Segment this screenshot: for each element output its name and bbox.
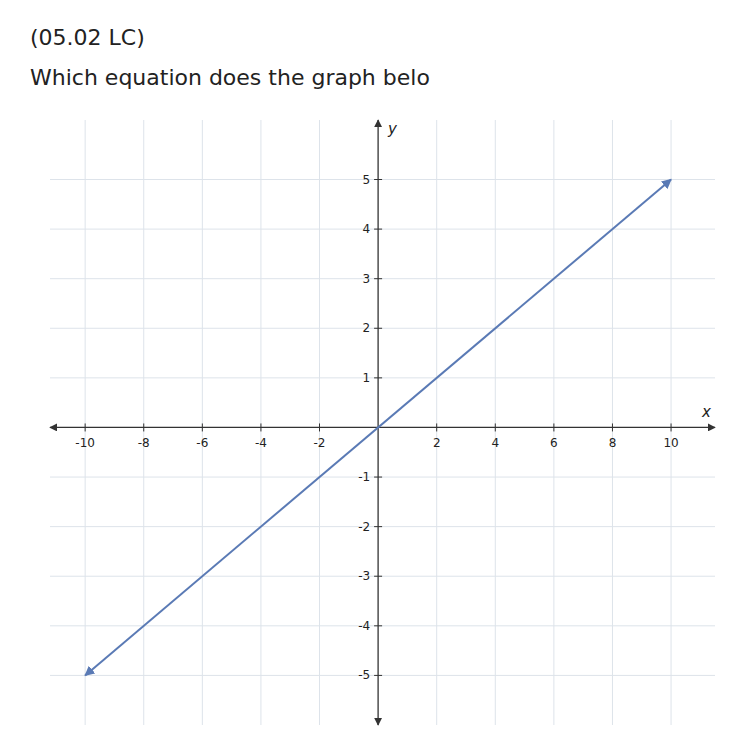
y-tick-label: 5	[362, 173, 370, 187]
y-tick-label: 4	[362, 222, 370, 236]
y-tick	[374, 278, 382, 279]
axes: -10 -8 -6 -4 -2 2 4 6 8 10 -5 -4 -3 -2 -1 1 2 3 4 5	[50, 120, 715, 725]
x-tick-label: -8	[138, 436, 150, 450]
y-tick	[374, 179, 382, 180]
grid-line-y	[50, 229, 715, 230]
y-tick	[374, 377, 382, 378]
x-tick-label: 2	[433, 436, 441, 450]
y-tick	[374, 576, 382, 577]
x-tick-label: -6	[196, 436, 208, 450]
grid	[50, 120, 715, 725]
y-tick-label: -1	[358, 470, 370, 484]
x-axis	[50, 427, 715, 428]
data-line	[85, 180, 671, 676]
grid-line-y	[50, 625, 715, 626]
x-tick	[671, 423, 672, 431]
chart-container: (05.02 LC) Which equation does the graph …	[0, 0, 750, 750]
y-tick-label: -2	[358, 520, 370, 534]
y-tick	[374, 328, 382, 329]
y-tick	[374, 675, 382, 676]
grid-line-y	[50, 377, 715, 378]
y-axis-label: y	[387, 120, 398, 138]
x-tick-label: 10	[663, 436, 678, 450]
grid-line-x	[85, 120, 86, 725]
plot-area	[85, 180, 671, 676]
grid-line-y	[50, 526, 715, 527]
grid-line-x	[260, 120, 261, 725]
subtitle: Which equation does the graph belo	[30, 65, 430, 90]
y-tick-label: -5	[358, 668, 370, 682]
x-tick	[319, 423, 320, 431]
x-tick-label: 6	[550, 436, 558, 450]
x-tick	[612, 423, 613, 431]
grid-line-y	[50, 278, 715, 279]
y-tick	[374, 625, 382, 626]
grid-line-y	[50, 328, 715, 329]
x-axis-label: x	[701, 403, 711, 421]
x-tick	[495, 423, 496, 431]
y-tick	[374, 229, 382, 230]
x-tick-label: 8	[609, 436, 617, 450]
grid-line-y	[50, 576, 715, 577]
grid-line-x	[553, 120, 554, 725]
x-tick-label: -4	[255, 436, 267, 450]
grid-line-y	[50, 477, 715, 478]
grid-line-x	[612, 120, 613, 725]
x-tick-label: 4	[491, 436, 499, 450]
grid-line-y	[50, 675, 715, 676]
chart: (05.02 LC) Which equation does the graph …	[0, 0, 750, 750]
y-tick-label: -3	[358, 569, 370, 583]
y-tick	[374, 477, 382, 478]
grid-line-x	[436, 120, 437, 725]
x-tick	[85, 423, 86, 431]
grid-line-x	[202, 120, 203, 725]
x-tick	[553, 423, 554, 431]
x-tick-label: -10	[75, 436, 95, 450]
y-tick-label: 2	[362, 321, 370, 335]
grid-line-x	[495, 120, 496, 725]
grid-line-y	[50, 179, 715, 180]
y-tick-label: -4	[358, 619, 370, 633]
y-tick-label: 3	[362, 272, 370, 286]
y-tick-label: 1	[362, 371, 370, 385]
x-tick	[143, 423, 144, 431]
x-tick	[202, 423, 203, 431]
grid-line-x	[671, 120, 672, 725]
grid-line-x	[143, 120, 144, 725]
y-tick	[374, 526, 382, 527]
y-axis	[377, 120, 378, 725]
x-tick-label: -2	[314, 436, 326, 450]
x-tick	[260, 423, 261, 431]
x-tick	[436, 423, 437, 431]
title: (05.02 LC)	[30, 25, 145, 50]
grid-line-x	[319, 120, 320, 725]
